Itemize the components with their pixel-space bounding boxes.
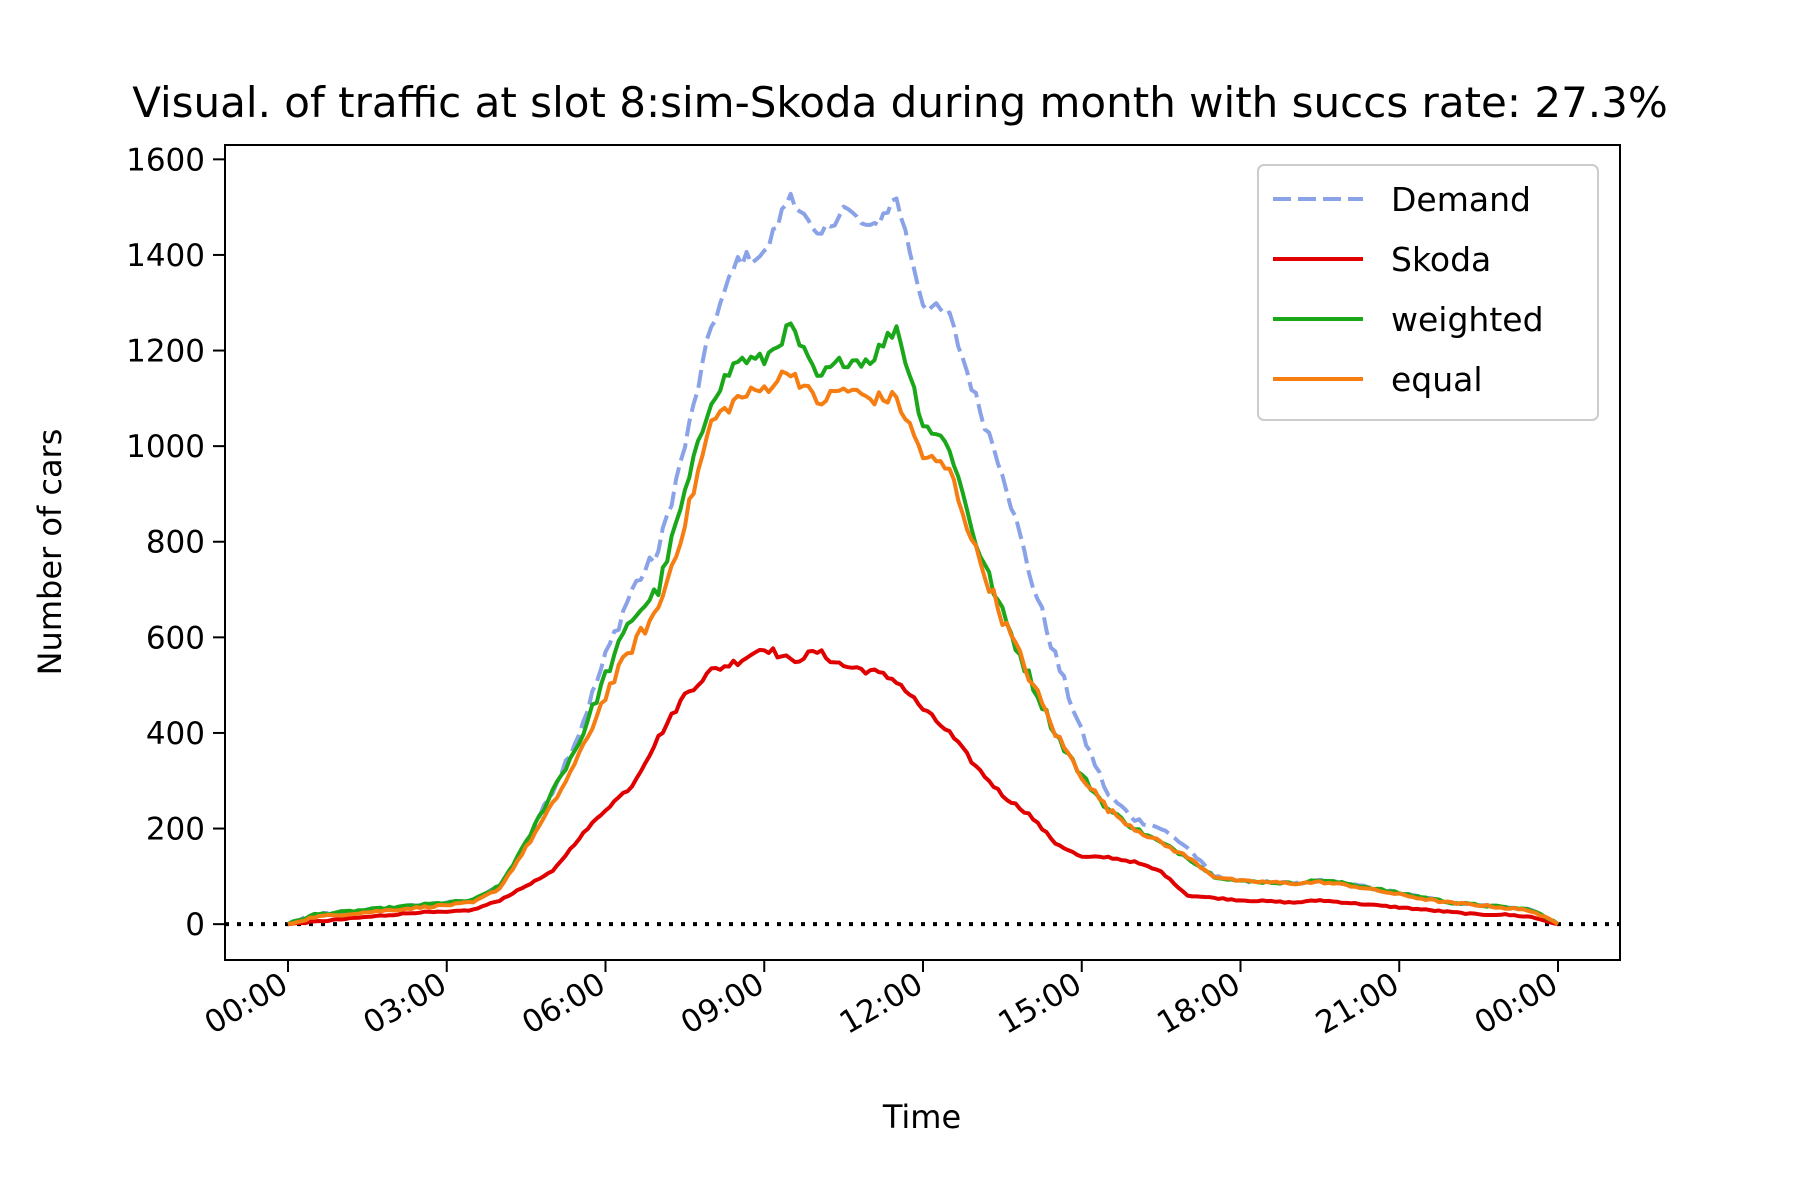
x-tick-label: 09:00 (675, 966, 770, 1042)
y-axis: 0 200 400 600 800 1000 1200 1400 1600 (126, 142, 225, 943)
y-tick-label: 200 (146, 812, 205, 848)
y-tick-label: 1200 (126, 334, 205, 370)
y-tick-label: 1400 (126, 238, 205, 274)
x-axis: 00:00 03:00 06:00 09:00 12:00 15:00 18:00 21:00… (199, 960, 1564, 1042)
legend-box (1257, 164, 1599, 421)
x-tick-label: 06:00 (516, 966, 611, 1042)
y-tick-label: 1000 (126, 429, 205, 465)
x-tick-label: 15:00 (992, 966, 1087, 1042)
legend-label-weighted: weighted (1391, 300, 1544, 339)
x-tick-label: 00:00 (1469, 966, 1564, 1042)
y-axis-label: Number of cars (31, 429, 69, 676)
legend-label-demand: Demand (1391, 180, 1531, 219)
y-tick-label: 400 (146, 716, 205, 752)
legend-label-skoda: Skoda (1391, 240, 1491, 279)
chart-title: Visual. of traffic at slot 8:sim-Skoda d… (132, 78, 1668, 127)
x-axis-label: Time (882, 1098, 961, 1136)
y-tick-label: 800 (146, 525, 205, 561)
x-tick-label: 18:00 (1151, 966, 1246, 1042)
legend: Demand Skoda weighted equal (1257, 164, 1599, 421)
x-tick-label: 12:00 (834, 966, 929, 1042)
y-tick-label: 600 (146, 620, 205, 656)
x-tick-label: 03:00 (357, 966, 452, 1042)
y-tick-label: 0 (185, 907, 205, 943)
series-line-equal (287, 369, 1560, 927)
x-tick-label: 21:00 (1310, 966, 1405, 1042)
series-line-skoda (287, 646, 1559, 927)
y-tick-label: 1600 (126, 142, 205, 178)
x-tick-label: 00:00 (199, 966, 294, 1042)
legend-label-equal: equal (1391, 360, 1483, 399)
